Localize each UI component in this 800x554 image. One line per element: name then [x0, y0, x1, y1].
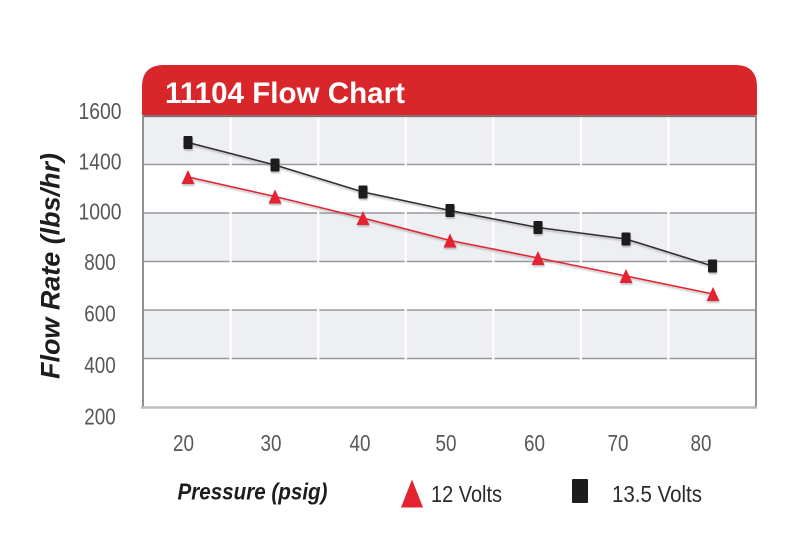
- svg-text:400: 400: [84, 352, 116, 378]
- svg-text:600: 600: [84, 301, 116, 327]
- svg-text:30: 30: [261, 430, 282, 456]
- svg-text:60: 60: [524, 430, 545, 456]
- svg-text:80: 80: [691, 430, 712, 456]
- svg-text:Flow Rate (lbs/hr): Flow Rate (lbs/hr): [36, 153, 66, 379]
- svg-text:13.5 Volts: 13.5 Volts: [612, 481, 702, 507]
- svg-text:800: 800: [84, 249, 116, 275]
- svg-text:12 Volts: 12 Volts: [431, 481, 502, 507]
- svg-text:20: 20: [173, 430, 194, 456]
- svg-text:200: 200: [84, 404, 116, 430]
- svg-text:11104 Flow Chart: 11104 Flow Chart: [165, 77, 405, 110]
- svg-text:1600: 1600: [79, 98, 122, 124]
- svg-text:40: 40: [350, 430, 371, 456]
- svg-text:50: 50: [436, 430, 457, 456]
- svg-text:1400: 1400: [79, 149, 122, 175]
- svg-text:1000: 1000: [79, 199, 122, 225]
- svg-text:70: 70: [608, 430, 629, 456]
- svg-text:Pressure (psig): Pressure (psig): [178, 479, 328, 505]
